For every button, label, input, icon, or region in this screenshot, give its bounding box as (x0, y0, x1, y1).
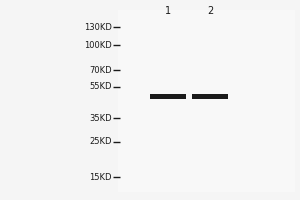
Bar (192, 94, 228, 99)
Bar (118, 10, 295, 192)
Text: 35KD: 35KD (89, 114, 112, 123)
Text: 25KD: 25KD (89, 137, 112, 146)
Text: 55KD: 55KD (89, 82, 112, 91)
Text: 70KD: 70KD (89, 66, 112, 75)
Text: 2: 2 (207, 6, 213, 16)
Text: 15KD: 15KD (89, 173, 112, 182)
Bar (150, 94, 186, 99)
Text: 100KD: 100KD (84, 41, 112, 50)
Text: 130KD: 130KD (84, 23, 112, 32)
Text: 1: 1 (165, 6, 171, 16)
